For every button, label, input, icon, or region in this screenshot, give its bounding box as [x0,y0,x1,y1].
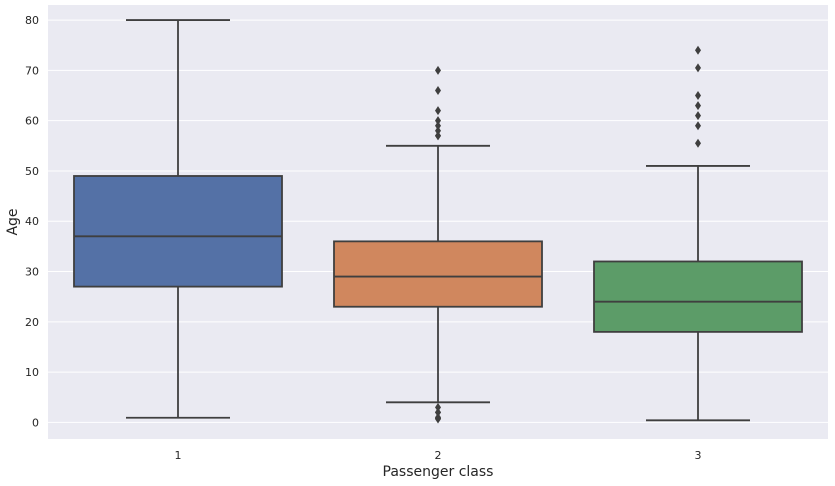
outlier-point [435,412,441,422]
outlier-point [695,121,701,131]
box-class-2 [333,65,543,424]
y-tick-label: 20 [25,316,39,329]
y-tick-label: 40 [25,215,39,228]
box-body [593,260,803,333]
box-class-3 [593,45,803,422]
x-tick-labels: 1 2 3 [175,449,702,462]
outlier-point [435,126,441,136]
y-tick-labels: 0 10 20 30 40 50 60 70 80 [25,14,39,429]
outlier-point [435,116,441,126]
x-tick-label: 3 [695,449,702,462]
box-body [73,175,283,288]
outlier-point [695,91,701,101]
x-axis-label: Passenger class [383,464,494,480]
outlier-point [695,101,701,111]
x-tick-label: 1 [175,449,182,462]
y-tick-label: 70 [25,64,39,77]
outlier-point [695,45,701,55]
y-tick-label: 80 [25,14,39,27]
y-tick-label: 50 [25,165,39,178]
outlier-point [435,65,441,75]
boxes [73,19,803,424]
outlier-point [435,131,441,141]
outlier-point [435,85,441,95]
outlier-point [435,407,441,417]
y-tick-label: 0 [32,416,39,429]
box-class-1 [73,19,283,419]
outlier-point [435,402,441,412]
box-body [333,240,543,308]
outlier-point [695,63,701,73]
outlier-point [435,106,441,116]
x-tick-label: 2 [435,449,442,462]
y-tick-label: 10 [25,366,39,379]
outlier-point [435,121,441,131]
y-axis-label: Age [5,208,21,235]
y-tick-label: 30 [25,266,39,279]
outlier-point [695,138,701,148]
outlier-point [695,111,701,121]
y-tick-label: 60 [25,115,39,128]
